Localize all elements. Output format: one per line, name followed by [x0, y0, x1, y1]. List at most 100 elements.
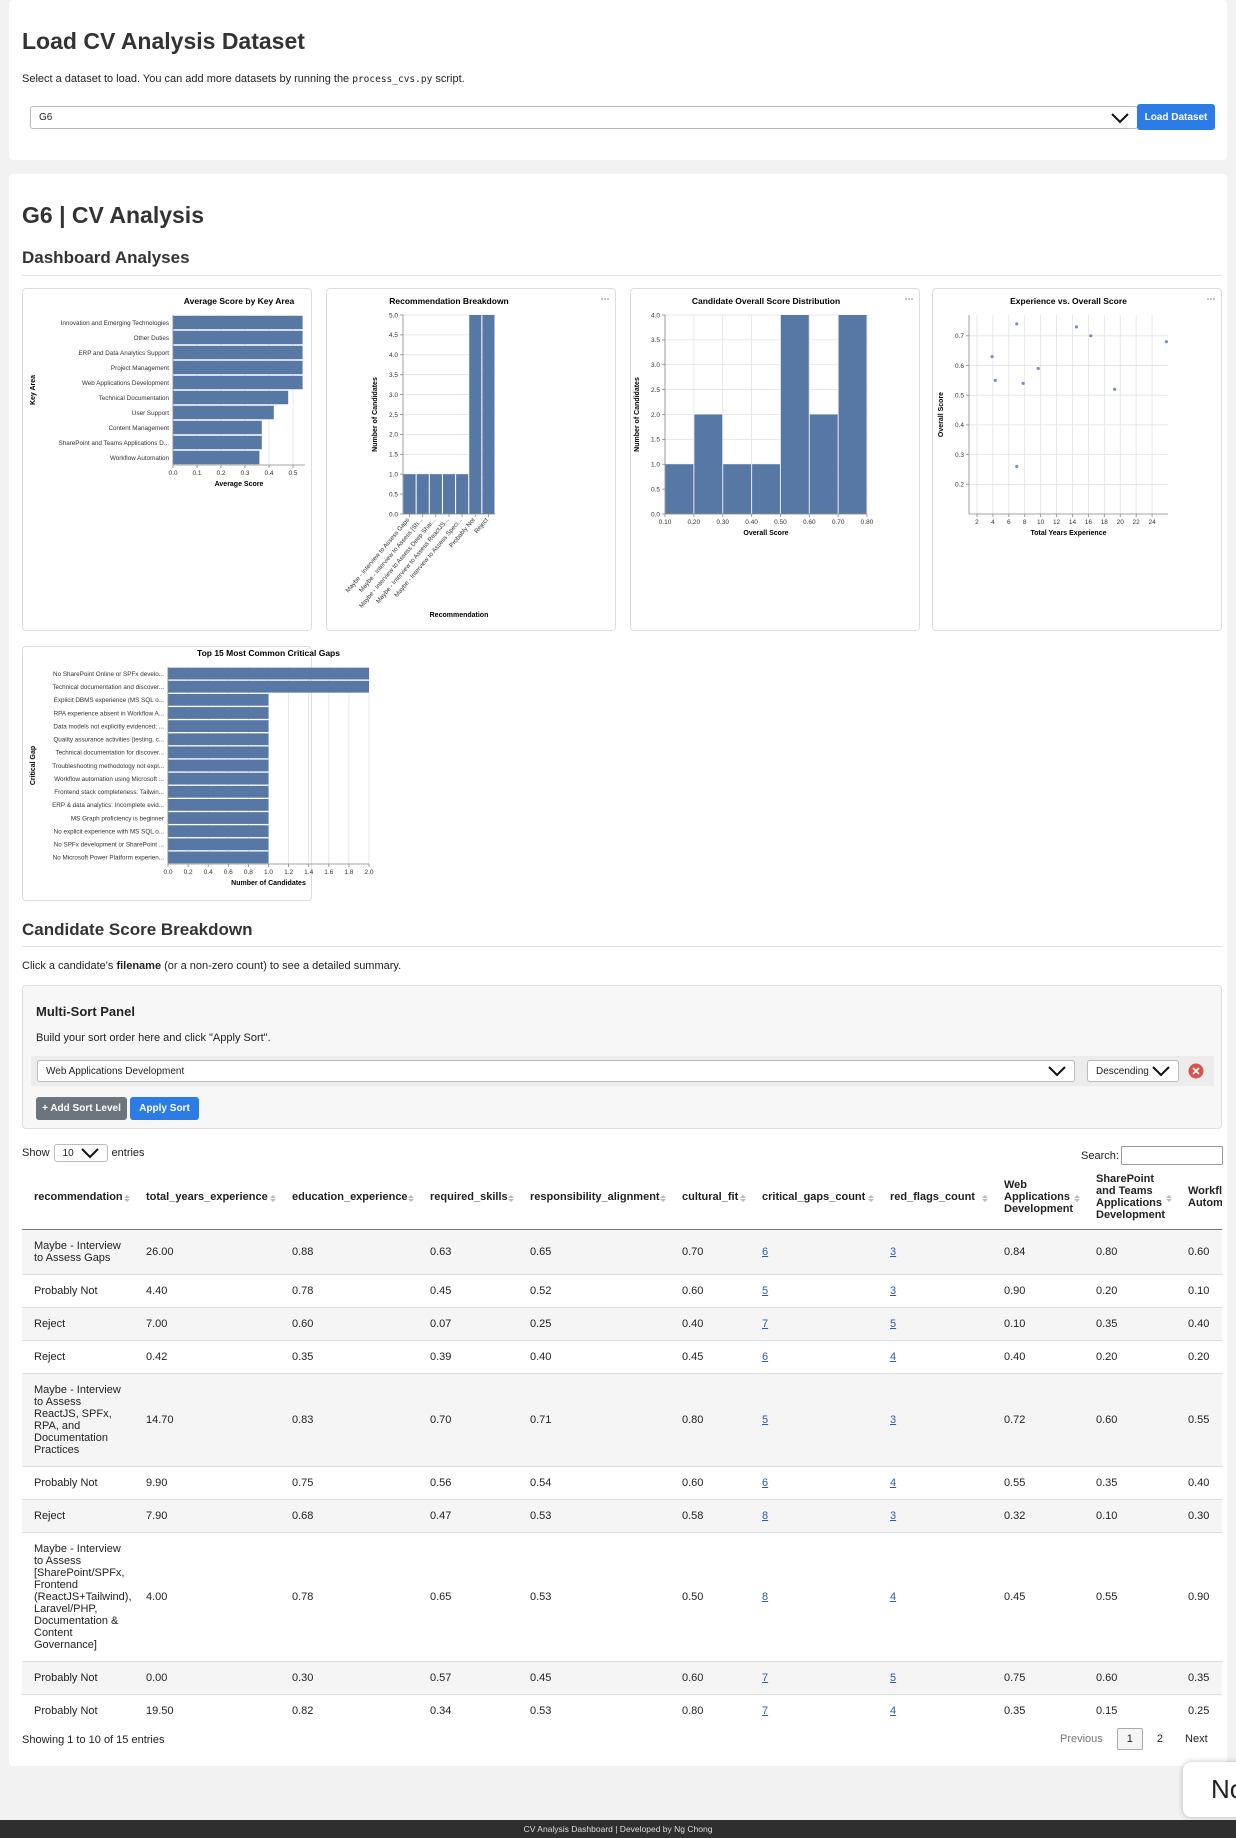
y-tick-label: No SPFx development or SharePoint ... [54, 842, 165, 849]
count-link[interactable]: 5 [762, 1414, 769, 1426]
remove-level-button[interactable] [1188, 1063, 1204, 1079]
table-cell: 4 [878, 1340, 992, 1374]
y-tick-label: Frontend stack completeness: Tailwin... [54, 789, 164, 796]
column-header[interactable]: SharePoint and Teams Applications Develo… [1084, 1165, 1176, 1230]
count-link[interactable]: 7 [762, 1318, 769, 1330]
x-tick-label: 0.40 [745, 519, 758, 526]
y-tick-label: Workflow Automation [110, 455, 170, 462]
page-button[interactable]: 2 [1156, 1733, 1164, 1745]
count-link[interactable]: 4 [890, 1351, 897, 1363]
chart: Top 15 Most Common Critical Gaps Critical… [30, 648, 374, 887]
count-link[interactable]: 8 [762, 1510, 769, 1522]
count-link[interactable]: 5 [762, 1285, 769, 1297]
selected-value: 10 [62, 1147, 74, 1159]
count-link[interactable]: 3 [890, 1510, 897, 1522]
panel-title: Multi-Sort Panel [36, 1004, 135, 1019]
y-tick-label: Workflow automation using Microsoft ... [54, 776, 164, 783]
column-header[interactable]: Workflow Automation [1176, 1165, 1222, 1230]
chart-title: Average Score by Key Area [184, 296, 295, 306]
table-cell: 0.80 [1084, 1229, 1176, 1275]
table-cell: Reject [22, 1340, 134, 1374]
count-link[interactable]: 8 [762, 1591, 769, 1603]
y-tick-label: Quality assurance activities (testing, c… [53, 737, 164, 744]
table-cell: 0.60 [670, 1661, 750, 1695]
sort-field-select[interactable]: Web Applications Development [37, 1060, 1075, 1082]
y-tick-label: 4.5 [389, 332, 398, 339]
sort-order-select[interactable]: Descending [1087, 1060, 1179, 1082]
column-header[interactable]: total_years_experience [134, 1165, 280, 1230]
load-button[interactable]: Load Dataset [1137, 104, 1215, 130]
y-tick-label: Technical documentation and discover... [52, 684, 164, 691]
previous-button[interactable]: Previous [1060, 1733, 1103, 1745]
count-link[interactable]: 5 [890, 1318, 897, 1330]
apply-sort-button[interactable]: Apply Sort [130, 1097, 199, 1120]
y-tick-label: 3.5 [389, 372, 398, 379]
count-link[interactable]: 3 [890, 1285, 897, 1297]
dataset-select[interactable]: G6 [30, 106, 1138, 129]
table-cell: 0.40 [1176, 1307, 1222, 1341]
bar [168, 733, 269, 746]
x-tick-label: 0.5 [288, 470, 297, 477]
table-cell: 0.00 [134, 1661, 280, 1695]
y-tick-label: 2.0 [651, 412, 660, 419]
count-link[interactable]: 6 [762, 1351, 769, 1363]
column-header[interactable]: red_flags_count [878, 1165, 992, 1230]
bar [168, 680, 369, 693]
chart-title: Experience vs. Overall Score [1010, 296, 1127, 306]
bar [416, 474, 429, 514]
length-select[interactable]: 10 [53, 1144, 108, 1162]
bar [173, 420, 262, 435]
count-link[interactable]: 6 [762, 1477, 769, 1489]
page-button[interactable]: 1 [1116, 1728, 1143, 1750]
count-link[interactable]: 4 [890, 1705, 897, 1717]
count-link[interactable]: 7 [762, 1672, 769, 1684]
scatter-point [1021, 381, 1025, 385]
column-header[interactable]: required_skills [418, 1165, 518, 1230]
x-tick-label: 0.0 [168, 470, 177, 477]
column-header[interactable]: responsibility_alignment [518, 1165, 670, 1230]
table-cell: 0.70 [670, 1229, 750, 1275]
table-cell: 0.45 [518, 1661, 670, 1695]
next-button[interactable]: Next [1185, 1733, 1208, 1745]
table-cell: 6 [750, 1229, 878, 1275]
count-link[interactable]: 6 [762, 1246, 769, 1258]
table-cell: 0.60 [670, 1466, 750, 1500]
table-cell: Reject [22, 1499, 134, 1533]
menu-dot [1213, 298, 1215, 300]
table-row: Maybe - Interview to Assess Gaps 26.00 0.8… [22, 1229, 1222, 1275]
menu-dot [1207, 298, 1209, 300]
table-cell: 0.90 [1176, 1532, 1222, 1662]
bar [429, 474, 442, 514]
x-tick-label: 1.0 [264, 869, 273, 876]
column-header[interactable]: recommendation [22, 1165, 134, 1230]
count-link[interactable]: 4 [890, 1477, 897, 1489]
floating-button[interactable]: No [1183, 1762, 1236, 1817]
bar [173, 315, 303, 330]
y-tick-label: No SharePoint Online or SPFx develo... [53, 671, 164, 678]
count-link[interactable]: 3 [890, 1246, 897, 1258]
x-tick-label: 22 [1133, 519, 1141, 526]
text: script. [432, 73, 465, 85]
search-input[interactable] [1120, 1146, 1223, 1165]
column-header[interactable]: Web Applications Development [992, 1165, 1084, 1230]
count-link[interactable]: 4 [890, 1591, 897, 1603]
table-cell: 0.42 [134, 1340, 280, 1374]
column-header[interactable]: cultural_fit [670, 1165, 750, 1230]
table-cell: 7 [750, 1307, 878, 1341]
y-tick-label: 0.4 [955, 422, 964, 429]
count-link[interactable]: 5 [890, 1672, 897, 1684]
column-header[interactable]: critical_gaps_count [750, 1165, 878, 1230]
count-link[interactable]: 3 [890, 1414, 897, 1426]
count-link[interactable]: 7 [762, 1705, 769, 1717]
add-sort-button[interactable]: + Add Sort Level [36, 1097, 127, 1120]
column-header[interactable]: education_experience [280, 1165, 418, 1230]
menu-dot [601, 298, 603, 300]
table-cell: 0.20 [1084, 1340, 1176, 1374]
table-cell: 0.15 [1084, 1694, 1176, 1727]
y-tick-label: Technical documentation for discover... [55, 750, 164, 757]
x-tick-label: 0.20 [688, 519, 701, 526]
menu-dot [1210, 298, 1212, 300]
analysis-title: G6 | CV Analysis [22, 202, 204, 228]
table-cell: 0.34 [418, 1694, 518, 1727]
